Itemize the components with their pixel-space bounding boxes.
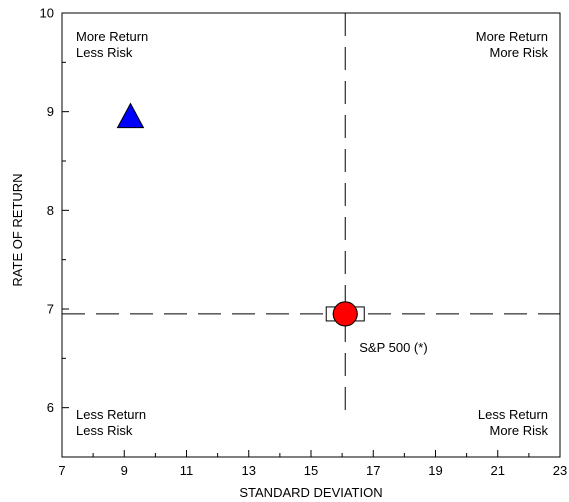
x-tick-label: 7: [58, 463, 65, 478]
plot-frame: [61, 12, 561, 458]
axis-ticks: 7 9 11 13 15 17 19 21 23 6 7 8 9 10: [40, 6, 568, 479]
y-axis-title: RATE OF RETURN: [10, 173, 25, 286]
quadrant-label-bottom-right: More Risk: [489, 423, 548, 438]
quadrant-label-top-left: Less Risk: [76, 45, 133, 60]
circle-marker: [332, 301, 358, 327]
x-tick-label: 17: [366, 463, 380, 478]
y-tick-label: 9: [47, 104, 54, 119]
y-tick-label: 10: [40, 6, 54, 21]
x-tick-label: 19: [428, 463, 442, 478]
quadrant-label-bottom-left: Less Return: [76, 407, 146, 422]
quadrant-label-top-left: More Return: [76, 29, 148, 44]
y-tick-label: 7: [47, 302, 54, 317]
x-tick-label: 15: [304, 463, 318, 478]
x-tick-label: 21: [491, 463, 505, 478]
y-tick-label: 8: [47, 203, 54, 218]
plot-area: [61, 12, 561, 458]
reference-lines: [62, 13, 560, 419]
x-tick-label: 11: [180, 463, 194, 478]
point-label: S&P 500 (*): [359, 340, 427, 355]
x-tick-label: 23: [553, 463, 567, 478]
quadrant-label-top-right: More Return: [476, 29, 548, 44]
quadrant-label-bottom-right: Less Return: [478, 407, 548, 422]
x-axis-title: STANDARD DEVIATION: [239, 485, 382, 500]
quadrant-label-top-right: More Risk: [489, 45, 548, 60]
data-points: S&P 500 (*): [116, 102, 428, 355]
y-tick-label: 6: [47, 400, 54, 415]
x-tick-label: 9: [121, 463, 128, 478]
triangle-marker: [116, 102, 145, 129]
x-tick-label: 13: [242, 463, 256, 478]
quadrant-label-bottom-left: Less Risk: [76, 423, 133, 438]
